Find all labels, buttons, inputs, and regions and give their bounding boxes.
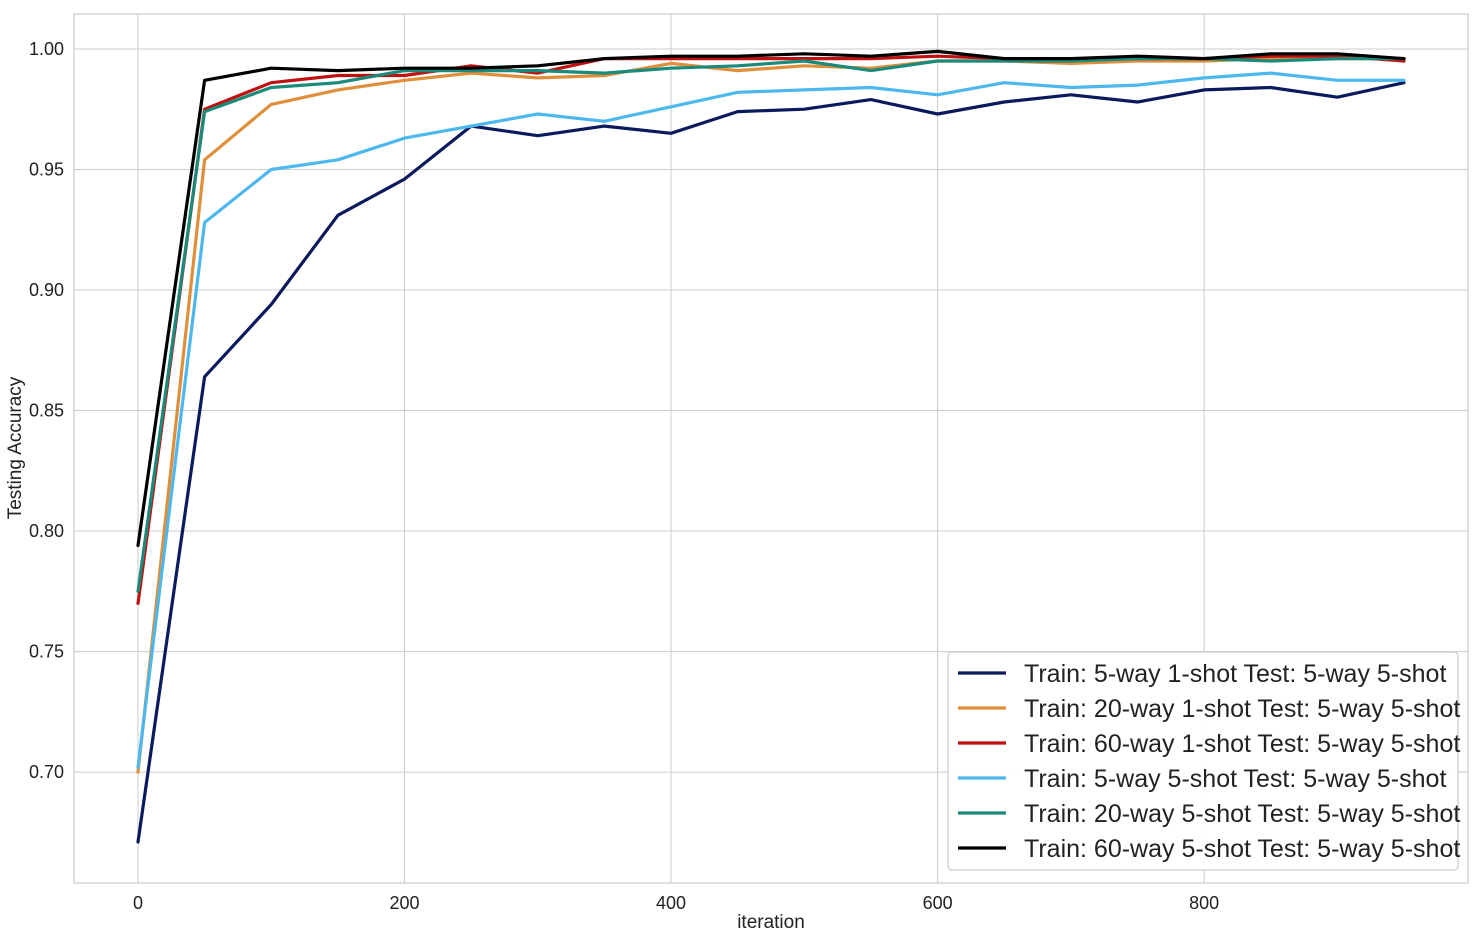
y-tick-label: 0.85 xyxy=(29,401,64,421)
legend-entry-2: Train: 20-way 1-shot Test: 5-way 5-shot xyxy=(1024,695,1460,723)
x-tick-label: 200 xyxy=(389,893,419,913)
y-tick-labels: 0.70 0.75 0.80 0.85 0.90 0.95 1.00 xyxy=(29,39,64,782)
y-tick-label: 0.95 xyxy=(29,159,64,179)
y-tick-label: 0.90 xyxy=(29,280,64,300)
legend-entry-5: Train: 20-way 5-shot Test: 5-way 5-shot xyxy=(1024,800,1460,828)
x-tick-label: 400 xyxy=(656,893,686,913)
y-tick-label: 0.80 xyxy=(29,521,64,541)
legend-entry-4: Train: 5-way 5-shot Test: 5-way 5-shot xyxy=(1024,765,1446,793)
x-axis-label: iteration xyxy=(737,912,805,933)
legend-entry-3: Train: 60-way 1-shot Test: 5-way 5-shot xyxy=(1024,730,1460,758)
x-tick-label: 600 xyxy=(923,893,953,913)
y-tick-label: 0.75 xyxy=(29,642,64,662)
x-tick-label: 0 xyxy=(133,893,143,913)
legend-entry-6: Train: 60-way 5-shot Test: 5-way 5-shot xyxy=(1024,835,1460,863)
x-tick-label: 800 xyxy=(1189,893,1219,913)
y-tick-label: 1.00 xyxy=(29,39,64,59)
x-tick-labels: 0 200 400 600 800 xyxy=(133,893,1219,913)
y-tick-label: 0.70 xyxy=(29,762,64,782)
legend: Train: 5-way 1-shot Test: 5-way 5-shot Tr… xyxy=(948,652,1460,870)
y-axis-label: Testing Accuracy xyxy=(5,376,26,519)
legend-entry-1: Train: 5-way 1-shot Test: 5-way 5-shot xyxy=(1024,660,1446,688)
